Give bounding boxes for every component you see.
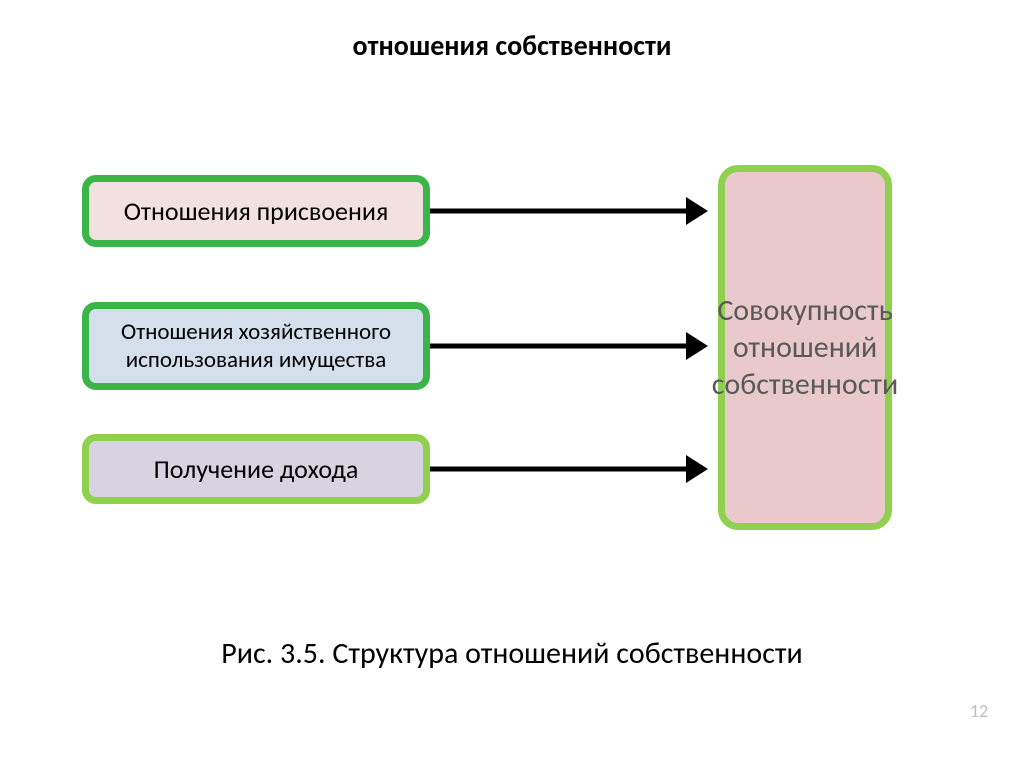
box-income: Получение дохода [82,434,430,504]
page-number: 12 [970,700,988,722]
box-target-label: Совокупность отношений собственности [702,288,909,407]
box-income-label: Получение дохода [144,449,369,489]
box-economic-use-label: Отношения хозяйственного использования и… [89,314,423,378]
box-appropriation: Отношения присвоения [82,175,430,247]
box-economic-use: Отношения хозяйственного использования и… [82,302,430,390]
slide-title: отношения собственности [0,28,1024,63]
box-target-aggregate: Совокупность отношений собственности [718,165,892,530]
figure-caption: Рис. 3.5. Структура отношений собственно… [0,635,1024,672]
box-appropriation-label: Отношения присвоения [114,191,399,231]
